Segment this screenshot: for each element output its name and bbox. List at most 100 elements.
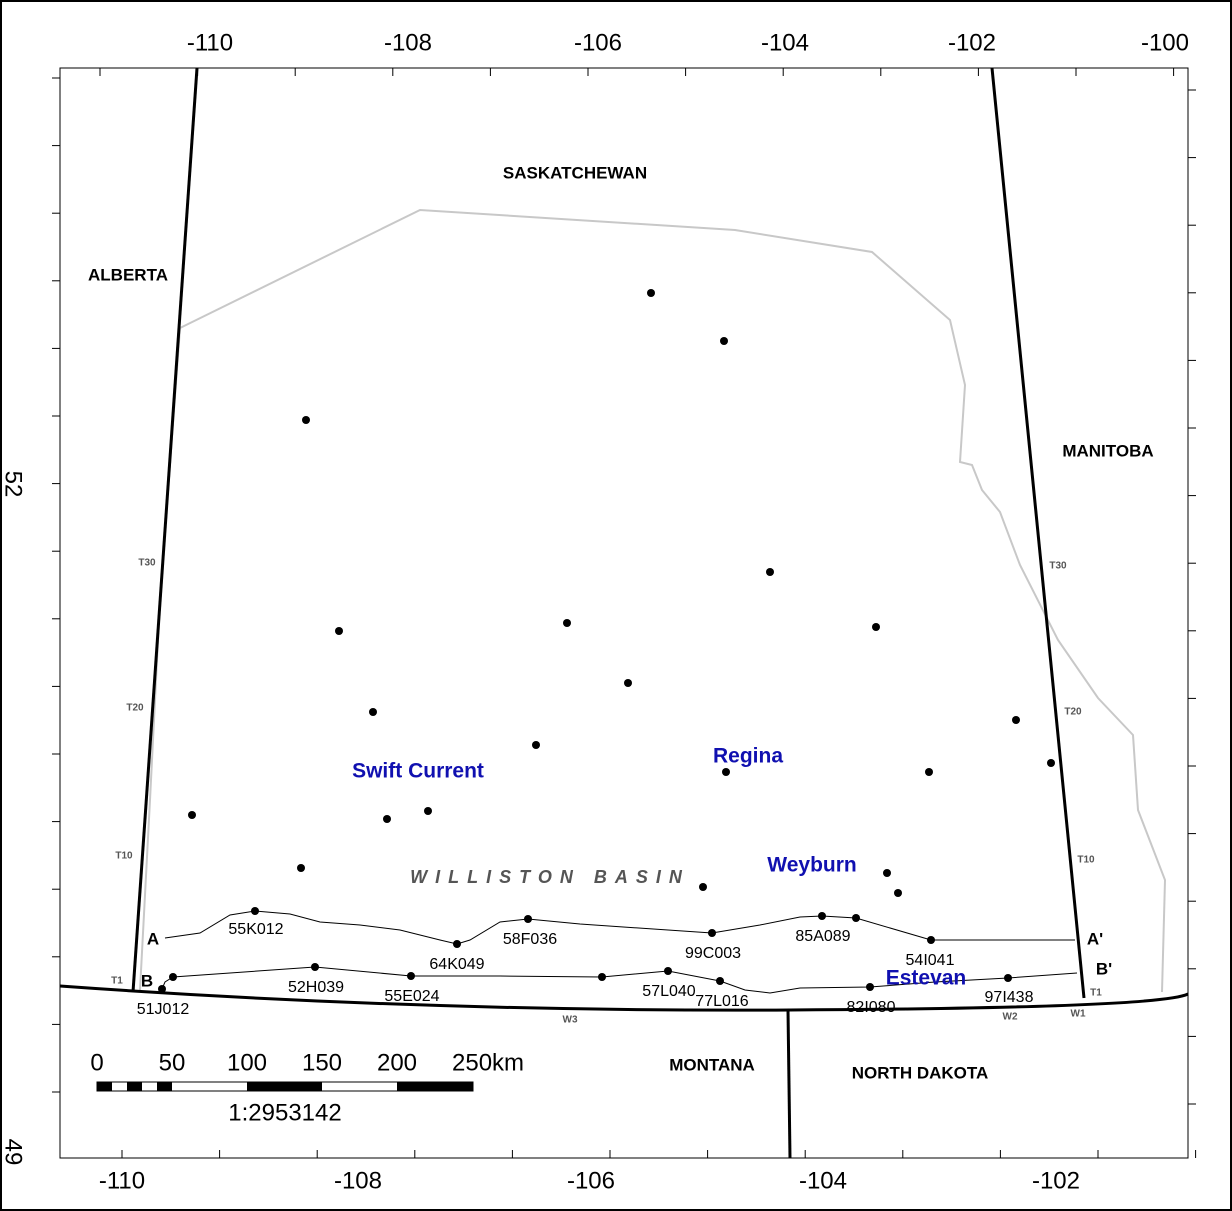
well-dot bbox=[722, 768, 730, 776]
us-border bbox=[59, 984, 1189, 1012]
well-dot bbox=[925, 768, 933, 776]
map-frame bbox=[59, 67, 1189, 1159]
section-label: A' bbox=[1087, 929, 1103, 948]
well-label: 58F036 bbox=[503, 931, 557, 948]
city-label: Weyburn bbox=[767, 854, 856, 877]
region-label: MANITOBA bbox=[1062, 441, 1153, 460]
alberta-border bbox=[131, 67, 199, 993]
well-dot bbox=[872, 623, 880, 631]
well-dot bbox=[369, 708, 377, 716]
study-area-outline bbox=[179, 208, 1167, 993]
lon-label: -108 bbox=[384, 29, 432, 56]
lon-label: -106 bbox=[567, 1167, 615, 1194]
basin-label: WILLISTON BASIN bbox=[410, 867, 690, 887]
well-dot bbox=[188, 811, 196, 819]
township-label: W2 bbox=[1003, 1012, 1018, 1023]
well-dot bbox=[1047, 759, 1055, 767]
city-label: Regina bbox=[713, 745, 783, 768]
scale-label: 0 bbox=[90, 1049, 103, 1076]
township-label: W1 bbox=[1071, 1009, 1086, 1020]
well-dot bbox=[720, 337, 728, 345]
well-dot bbox=[894, 889, 902, 897]
city-label: Swift Current bbox=[352, 760, 484, 783]
well-label: 82I080 bbox=[847, 999, 896, 1016]
well-dot bbox=[866, 983, 874, 991]
well-label: 51J012 bbox=[137, 1001, 190, 1018]
well-dot bbox=[563, 619, 571, 627]
region-label: ALBERTA bbox=[88, 265, 168, 284]
section-label: B' bbox=[1096, 959, 1112, 978]
well-label: 99C003 bbox=[685, 945, 741, 962]
township-label: W3 bbox=[563, 1015, 578, 1026]
scale-bar: 0 50 100 150 200 250km 1:2953142 bbox=[90, 1049, 524, 1126]
township-label: T10 bbox=[1077, 855, 1095, 866]
well-label: 52H039 bbox=[288, 979, 344, 996]
well-dot bbox=[383, 815, 391, 823]
section-label: B bbox=[141, 971, 153, 990]
well-label: 97I438 bbox=[985, 989, 1034, 1006]
well-dot bbox=[532, 741, 540, 749]
well-dot bbox=[766, 568, 774, 576]
well-dot bbox=[251, 907, 259, 915]
city-label: Estevan bbox=[886, 967, 967, 990]
study-area-outline-west bbox=[139, 327, 181, 991]
well-label: 54I041 bbox=[906, 952, 955, 969]
wells bbox=[158, 289, 1055, 993]
well-dot bbox=[407, 972, 415, 980]
lon-label: -106 bbox=[574, 29, 622, 56]
well-dot bbox=[818, 912, 826, 920]
lat-label: 49 bbox=[0, 1139, 27, 1166]
well-dot bbox=[664, 967, 672, 975]
well-dot bbox=[335, 627, 343, 635]
region-label: NORTH DAKOTA bbox=[852, 1063, 989, 1082]
township-label: T20 bbox=[1064, 707, 1082, 718]
well-label: 64K049 bbox=[429, 956, 484, 973]
well-dot bbox=[311, 963, 319, 971]
well-dot bbox=[158, 985, 166, 993]
scale-segment bbox=[127, 1082, 142, 1091]
well-dot bbox=[647, 289, 655, 297]
scale-segment bbox=[397, 1082, 473, 1091]
lon-label: -100 bbox=[1141, 29, 1189, 56]
lon-label: -102 bbox=[1032, 1167, 1080, 1194]
scale-label: 250km bbox=[452, 1049, 524, 1076]
well-label: 57L040 bbox=[642, 983, 695, 1000]
lon-label: -102 bbox=[948, 29, 996, 56]
lat-label: 52 bbox=[0, 471, 27, 498]
well-label: 55E024 bbox=[384, 988, 439, 1005]
well-dot bbox=[624, 679, 632, 687]
well-dot bbox=[453, 940, 461, 948]
township-label: T1 bbox=[111, 976, 123, 987]
scale-segment bbox=[97, 1082, 112, 1091]
well-dot bbox=[169, 973, 177, 981]
region-label: MONTANA bbox=[669, 1055, 755, 1074]
region-label: SASKATCHEWAN bbox=[503, 163, 647, 182]
township-label: T30 bbox=[1049, 561, 1067, 572]
well-dot bbox=[1004, 974, 1012, 982]
well-dot bbox=[598, 973, 606, 981]
well-dot bbox=[708, 929, 716, 937]
lon-label: -104 bbox=[761, 29, 809, 56]
lon-label: -110 bbox=[99, 1167, 145, 1194]
section-a bbox=[164, 910, 1075, 945]
lon-label: -104 bbox=[799, 1167, 847, 1194]
well-dot bbox=[927, 936, 935, 944]
well-dot bbox=[297, 864, 305, 872]
township-label: T1 bbox=[1090, 988, 1102, 999]
well-dot bbox=[302, 416, 310, 424]
well-dot bbox=[699, 883, 707, 891]
well-dot bbox=[883, 869, 891, 877]
scale-label: 100 bbox=[227, 1049, 267, 1076]
scale-label: 50 bbox=[159, 1049, 186, 1076]
scale-label: 150 bbox=[302, 1049, 342, 1076]
well-dot bbox=[424, 807, 432, 815]
lon-label: -108 bbox=[334, 1167, 382, 1194]
well-label: 77L016 bbox=[695, 993, 748, 1010]
township-label: T10 bbox=[115, 851, 133, 862]
well-dot bbox=[1012, 716, 1020, 724]
well-dot bbox=[852, 914, 860, 922]
well-label: 85A089 bbox=[795, 928, 850, 945]
